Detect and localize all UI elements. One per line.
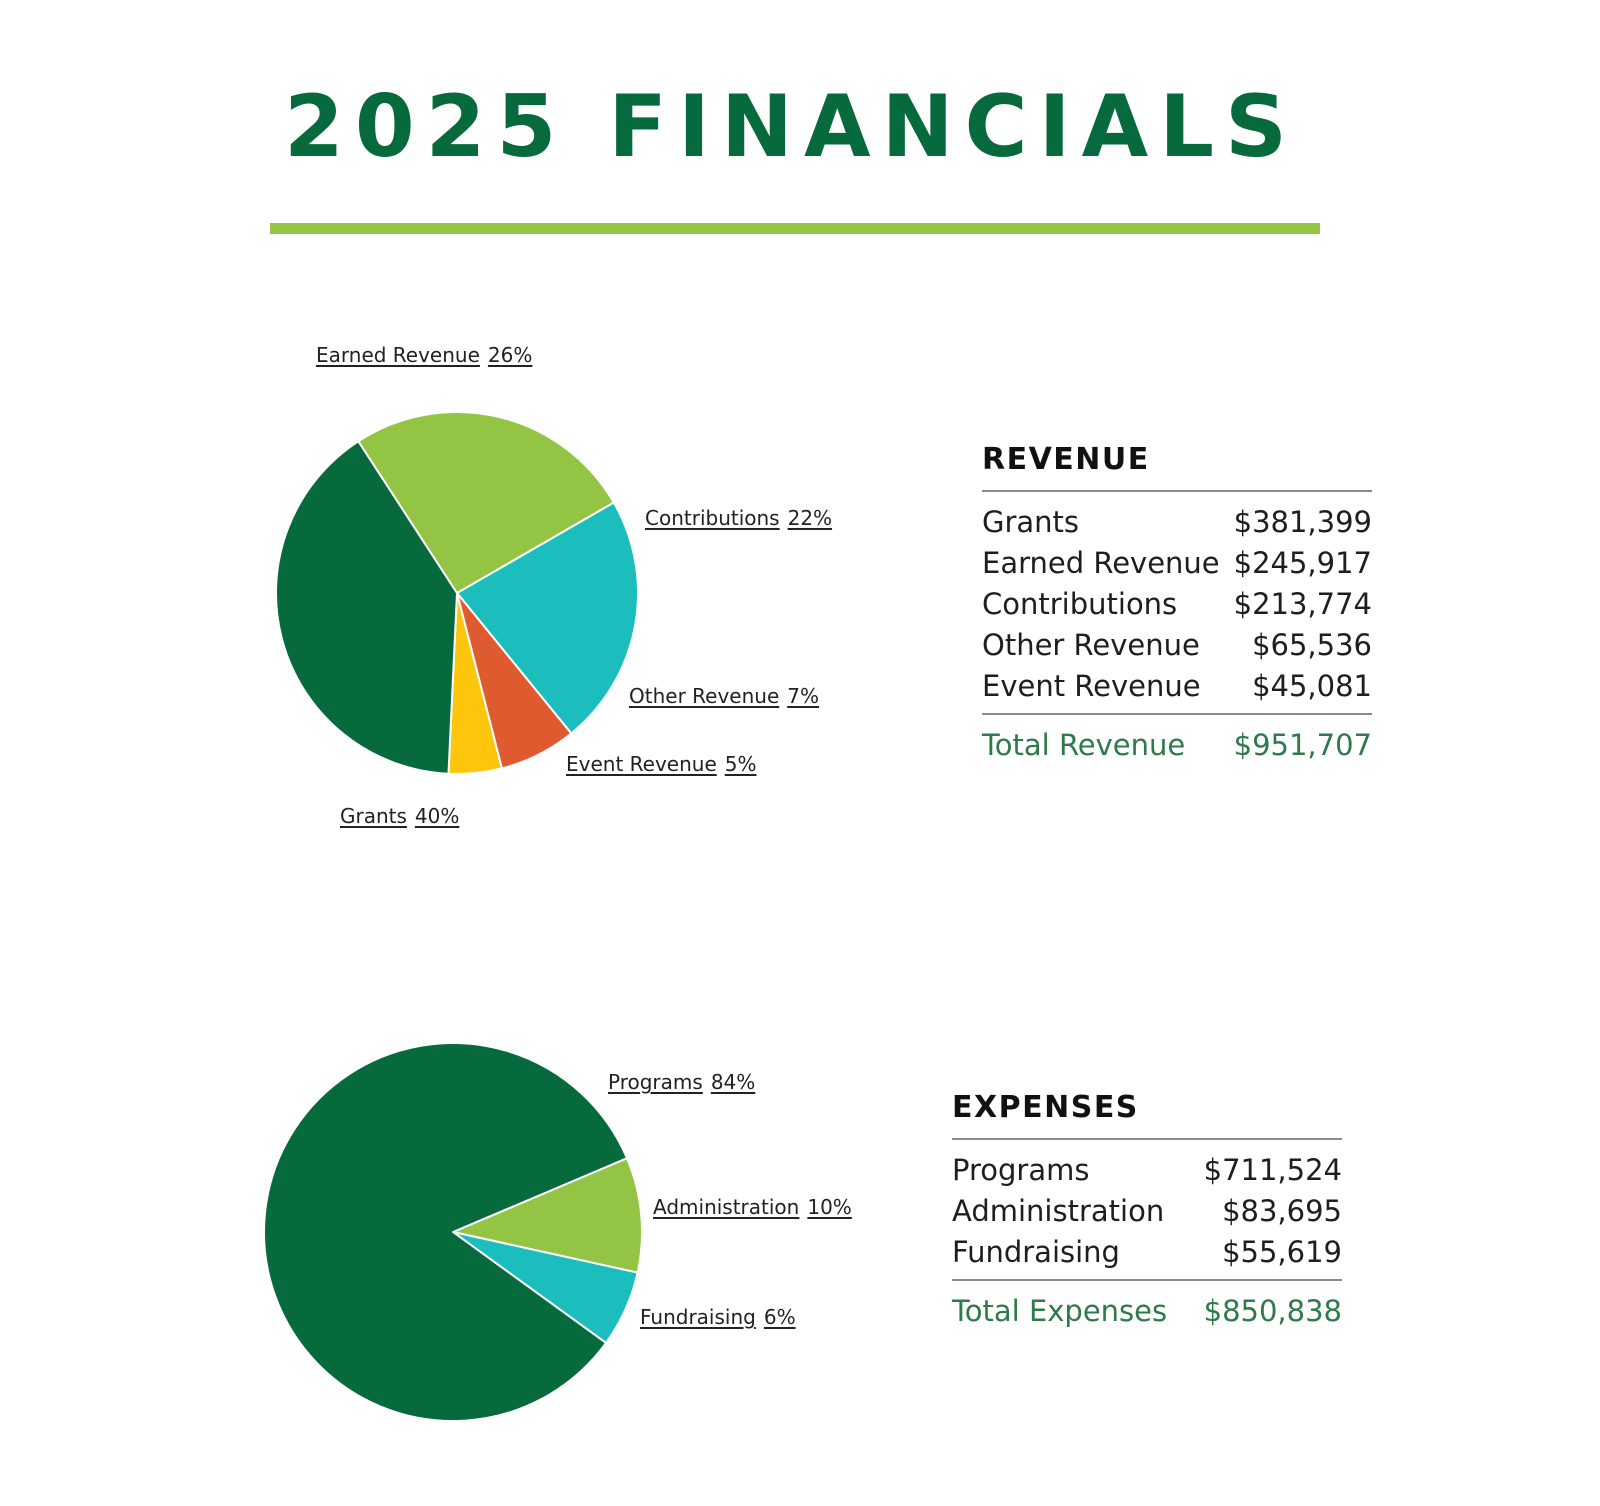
slice-label-percent: 26% (487, 343, 533, 367)
slice-label-percent: 5% (724, 752, 757, 776)
pie-slice-programs (263, 1042, 628, 1422)
revenue-rows: Grants $381,399 Earned Revenue $245,917 … (982, 492, 1372, 715)
revenue-row-contributions: Contributions $213,774 (982, 584, 1372, 625)
slice-label-percent: 10% (807, 1195, 852, 1219)
pie-slice-earned-revenue (357, 411, 615, 594)
revenue-row-earned-revenue: Earned Revenue $245,917 (982, 543, 1372, 584)
slice-label-name: Administration (653, 1195, 800, 1219)
row-amount: $213,774 (1233, 587, 1372, 621)
revenue-total-row: Total Revenue $951,707 (982, 715, 1372, 766)
revenue-row-grants: Grants $381,399 (982, 502, 1372, 543)
row-label: Earned Revenue (982, 546, 1220, 580)
row-amount: $83,695 (1222, 1194, 1342, 1228)
expenses-label-fundraising: Fundraising 6% (640, 1305, 796, 1329)
row-amount: $245,917 (1233, 546, 1372, 580)
row-amount: $711,524 (1203, 1153, 1342, 1187)
slice-label-percent: 84% (710, 1070, 756, 1094)
slice-label-percent: 22% (787, 506, 833, 530)
revenue-table: REVENUE Grants $381,399 Earned Revenue $… (982, 442, 1372, 766)
row-label: Event Revenue (982, 669, 1201, 703)
slice-label-name: Other Revenue (629, 684, 780, 708)
row-amount: $381,399 (1233, 505, 1372, 539)
revenue-row-event-revenue: Event Revenue $45,081 (982, 666, 1372, 707)
row-label: Fundraising (952, 1235, 1120, 1269)
slice-label-percent: 6% (763, 1305, 796, 1329)
expenses-total-row: Total Expenses $850,838 (952, 1281, 1342, 1332)
row-label: Contributions (982, 587, 1178, 621)
row-label: Administration (952, 1194, 1165, 1228)
revenue-label-grants: Grants 40% (340, 804, 459, 828)
slice-label-name: Programs (608, 1070, 703, 1094)
expenses-row-administration: Administration $83,695 (952, 1191, 1342, 1232)
revenue-label-other-revenue: Other Revenue 7% (629, 684, 819, 708)
slice-label-name: Event Revenue (566, 752, 717, 776)
pie-slice-contributions (456, 501, 639, 735)
pie-slice-administration (452, 1157, 643, 1274)
revenue-row-other-revenue: Other Revenue $65,536 (982, 625, 1372, 666)
slice-label-percent: 7% (787, 684, 819, 708)
expenses-row-programs: Programs $711,524 (952, 1150, 1342, 1191)
row-label: Programs (952, 1153, 1090, 1187)
total-amount: $951,707 (1233, 728, 1372, 762)
row-amount: $45,081 (1252, 669, 1372, 703)
total-amount: $850,838 (1203, 1294, 1342, 1328)
total-label: Total Revenue (982, 728, 1186, 762)
row-amount: $65,536 (1252, 628, 1372, 662)
slice-label-name: Earned Revenue (316, 343, 480, 367)
slice-label-name: Fundraising (640, 1305, 756, 1329)
revenue-label-contributions: Contributions 22% (645, 506, 832, 530)
expenses-table: EXPENSES Programs $711,524 Administratio… (952, 1090, 1342, 1332)
slice-label-name: Grants (340, 804, 407, 828)
revenue-heading: REVENUE (982, 442, 1372, 492)
expenses-row-fundraising: Fundraising $55,619 (952, 1232, 1342, 1273)
expenses-rows: Programs $711,524 Administration $83,695… (952, 1140, 1342, 1281)
slice-label-name: Contributions (645, 506, 780, 530)
expenses-label-programs: Programs 84% (608, 1070, 755, 1094)
total-label: Total Expenses (952, 1294, 1168, 1328)
row-label: Grants (982, 505, 1080, 539)
page-title: 2025 FINANCIALS (284, 77, 1298, 177)
revenue-label-earned-revenue: Earned Revenue 26% (316, 343, 532, 367)
row-label: Other Revenue (982, 628, 1200, 662)
slice-label-percent: 40% (414, 804, 460, 828)
row-amount: $55,619 (1222, 1235, 1342, 1269)
revenue-label-event-revenue: Event Revenue 5% (566, 752, 757, 776)
title-underline-rule (270, 223, 1320, 234)
expenses-label-administration: Administration 10% (653, 1195, 852, 1219)
expenses-heading: EXPENSES (952, 1090, 1342, 1140)
